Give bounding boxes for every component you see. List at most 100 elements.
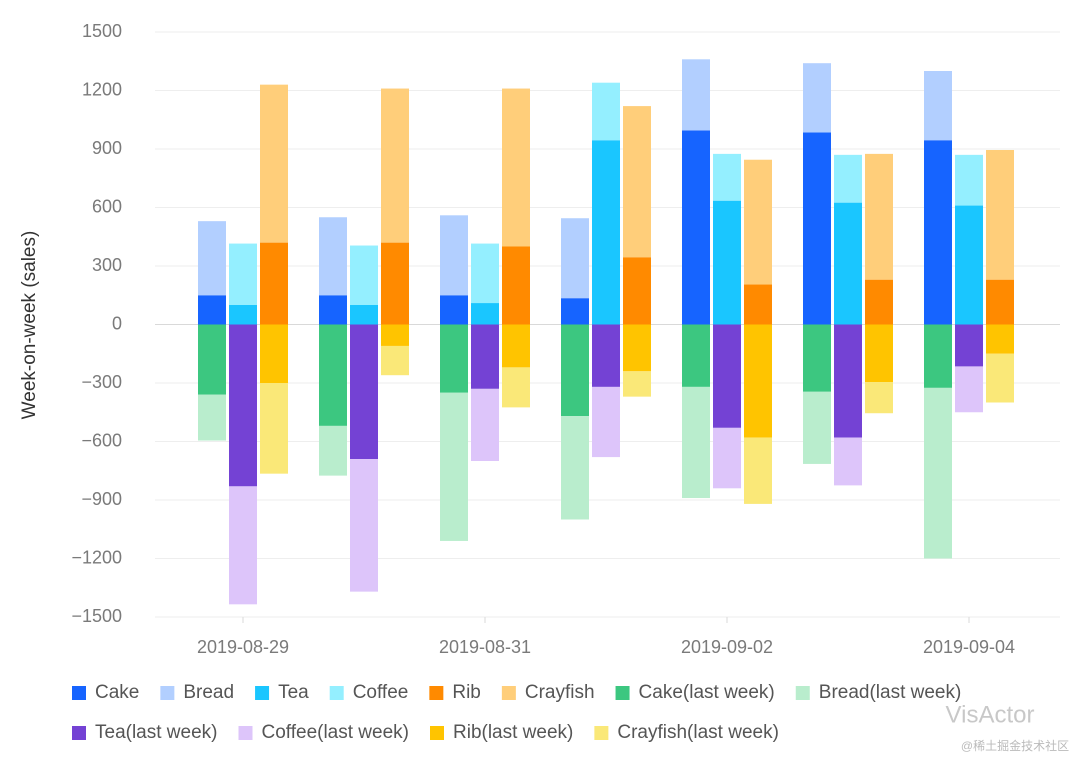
y-tick-label: 0 [112,313,122,333]
bar [229,305,257,325]
legend-label: Cake(last week) [639,682,775,703]
bar [319,425,347,476]
bar [229,324,257,487]
bar [955,324,983,367]
bar [198,295,226,325]
bar [682,324,710,387]
bar [260,383,288,474]
legend-swatch [238,726,253,740]
bar [924,324,952,388]
y-tick-label: −1200 [71,547,122,567]
bar [198,394,226,441]
bar [924,71,952,141]
legend-swatch [615,686,630,700]
bar [440,215,468,296]
legend-label: Bread [183,682,234,703]
bar [229,243,257,305]
bar [229,486,257,605]
y-tick-label: 300 [92,255,122,275]
y-tick-label: 600 [92,196,122,216]
legend-label: Coffee [353,682,409,703]
legend-swatch [501,686,516,700]
bar [350,305,378,325]
bar [440,295,468,325]
bar [986,279,1014,325]
legend-swatch [160,686,175,700]
legend-swatch [72,726,86,740]
bar [319,217,347,296]
x-tick-label: 2019-09-04 [923,637,1015,657]
bar [924,140,952,325]
bar [924,387,952,559]
bar [502,367,530,408]
bar [561,416,589,520]
bar [198,324,226,395]
legend-swatch [329,686,344,700]
bar [865,382,893,414]
bar [592,140,620,325]
legend-label: Tea(last week) [95,722,218,743]
bar [682,59,710,131]
bar [623,324,651,372]
bar [955,205,983,325]
y-tick-label: −600 [81,430,122,450]
bar [986,353,1014,403]
watermark: @稀土掘金技术社区 [961,738,1069,753]
y-tick-label: 1200 [82,79,122,99]
bar [986,149,1014,280]
bar [561,298,589,325]
bar [682,386,710,499]
bar [502,88,530,247]
bar [381,88,409,243]
x-tick-label: 2019-08-31 [439,637,531,657]
bar [986,324,1014,354]
bar [834,437,862,486]
legend-label: Tea [278,682,309,703]
bar [350,245,378,305]
bar [260,324,288,383]
bar [744,159,772,285]
bar [623,106,651,258]
bar [803,132,831,325]
legend-label: Bread(last week) [819,682,962,703]
y-tick-label: −900 [81,489,122,509]
legend-label: Coffee(last week) [262,722,410,743]
bar [744,437,772,504]
bar [502,324,530,368]
bar [834,154,862,203]
legend-label: Rib(last week) [453,722,573,743]
bar [834,324,862,438]
bar [713,324,741,428]
watermark: VisActor [946,701,1035,728]
bar [592,386,620,458]
bar [381,242,409,325]
legend-swatch [795,686,810,700]
legend-swatch [255,686,270,700]
bar [865,279,893,325]
bar [955,154,983,206]
legend-label: Cake [95,682,139,703]
bar [471,388,499,461]
bar [865,324,893,383]
legend-swatch [430,726,444,740]
bar [471,303,499,325]
bar [713,153,741,201]
legend-label: Crayfish [525,682,595,703]
bar [350,459,378,592]
bar [744,284,772,325]
y-tick-label: −300 [81,372,122,392]
bar [865,153,893,280]
bar [381,345,409,376]
bar [471,324,499,389]
bar [198,221,226,296]
legend-label: Rib [452,682,481,703]
legend-label: Crayfish(last week) [617,722,779,743]
bar [713,200,741,325]
bar [381,324,409,346]
bar [623,257,651,325]
y-axis-label: Week-on-week (sales) [19,231,40,420]
bar [440,324,468,393]
bar [502,246,530,325]
bar [803,324,831,392]
